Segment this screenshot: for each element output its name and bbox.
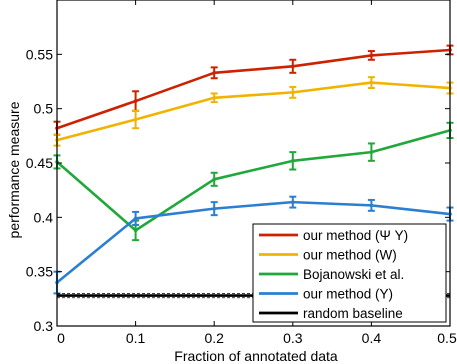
data-point <box>369 203 374 208</box>
y-axis-label: performance measure <box>6 101 22 238</box>
data-point <box>291 90 295 95</box>
x-tick-label: 0.4 <box>362 330 382 346</box>
legend-label: our method (Ψ Y) <box>303 228 408 243</box>
y-tick-label: 0.55 <box>26 46 53 62</box>
data-point <box>133 228 138 233</box>
data-point <box>291 159 295 163</box>
legend-item: Bojanowski et al. <box>259 267 404 282</box>
data-point <box>369 150 374 154</box>
data-point <box>212 177 216 182</box>
series-line <box>56 200 451 284</box>
data-point <box>133 117 138 122</box>
x-tick-label: 0 <box>57 330 65 346</box>
series-line <box>56 48 451 130</box>
data-point <box>212 206 216 211</box>
legend-label: Bojanowski et al. <box>303 267 404 282</box>
y-tick-label: 0.5 <box>34 101 54 117</box>
data-point <box>369 53 374 58</box>
series-1 <box>53 76 454 147</box>
data-point <box>212 96 216 100</box>
series-line <box>56 129 451 232</box>
legend-box <box>252 223 447 323</box>
data-point <box>133 99 138 103</box>
x-tick-label: 0.1 <box>126 330 146 346</box>
legend-item: our method (Ψ Y) <box>259 228 408 243</box>
data-point <box>212 71 216 75</box>
legend-item: random baseline <box>259 306 403 321</box>
y-tick-label: 0.35 <box>26 264 53 280</box>
axes: 0 0.1 0.2 0.3 0.4 0.5 0.3 0.35 0.4 0.45 0.5 0.55 <box>26 0 457 346</box>
x-tick-label: 0.3 <box>283 330 303 346</box>
x-axis-label: Fraction of annotated data <box>174 348 338 364</box>
legend-label: our method (Y) <box>303 287 393 302</box>
x-tick-label: 0.2 <box>204 330 224 346</box>
series-line <box>56 81 451 142</box>
legend-item: our method (Y) <box>259 287 393 302</box>
data-point <box>133 216 138 221</box>
x-tick-label: 0.5 <box>437 330 457 346</box>
data-point <box>369 80 374 85</box>
legend: our method (Ψ Y) our method (W) Bojanowski… <box>252 223 447 323</box>
y-tick-label: 0.4 <box>34 209 54 225</box>
legend-item: our method (W) <box>259 248 397 263</box>
data-point <box>291 200 295 204</box>
y-tick-label: 0.3 <box>34 318 54 334</box>
data-point <box>291 64 295 69</box>
legend-label: our method (W) <box>303 248 397 263</box>
legend-label: random baseline <box>303 306 403 321</box>
y-tick-label: 0.45 <box>26 155 53 171</box>
